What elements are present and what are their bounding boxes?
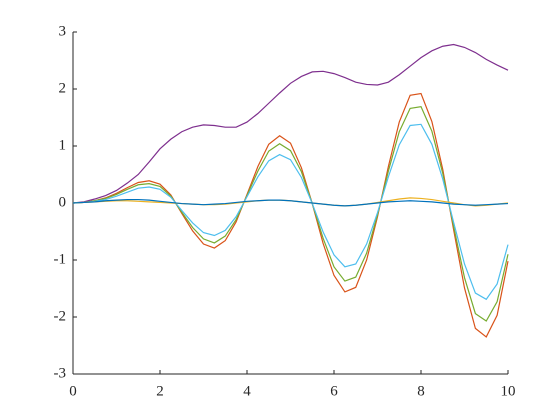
x-tick-label: 8	[417, 383, 425, 399]
y-tick-label: -3	[54, 365, 67, 381]
x-tick-label: 4	[243, 383, 251, 399]
data-line	[72, 123, 509, 301]
data-line	[72, 106, 509, 322]
y-tick-label: 0	[59, 194, 67, 210]
y-tick-label: 3	[59, 23, 67, 39]
x-tick-label: 10	[501, 383, 516, 399]
x-tick-label: 0	[69, 383, 77, 399]
y-tick-label: -1	[54, 251, 67, 267]
x-tick-label: 6	[330, 383, 338, 399]
data-line	[72, 198, 509, 207]
y-tick-label: 1	[59, 137, 67, 153]
data-line	[72, 92, 509, 338]
data-line	[72, 43, 509, 204]
x-tick-label: 2	[156, 383, 164, 399]
y-tick-label: -2	[54, 308, 67, 324]
y-tick-label: 2	[59, 80, 67, 96]
